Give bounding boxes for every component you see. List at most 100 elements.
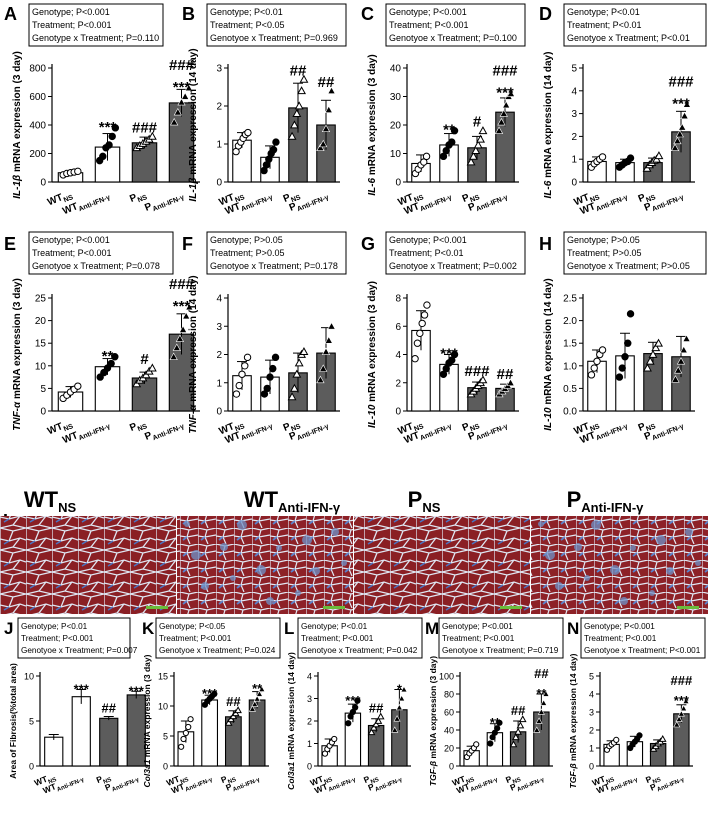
data-point [675, 715, 683, 722]
y-tick-label: 20 [390, 121, 402, 132]
data-point [299, 347, 309, 356]
data-point [292, 108, 302, 117]
data-point [516, 721, 525, 729]
significance-mark: *** [173, 79, 191, 96]
y-tick-label: 10 [24, 672, 34, 682]
data-point [413, 339, 422, 347]
data-point [670, 143, 680, 151]
x-tick-label-main: WT [451, 773, 468, 788]
data-point [423, 301, 431, 309]
chart-panel-e: E Genotype; P<0.001 Treatment; P<0.001 Geno… [4, 231, 200, 446]
data-point [393, 715, 401, 722]
data-point [598, 153, 607, 161]
scale-bar [677, 606, 699, 609]
y-tick-label: 5 [571, 64, 577, 75]
collagen-stain [295, 590, 301, 596]
significance-mark: # [140, 351, 149, 368]
y-axis-label-text: mRNA expression (3 day) [367, 281, 378, 405]
bar [44, 736, 64, 767]
histology-group-label: PNS [408, 487, 441, 515]
data-point [324, 336, 333, 344]
data-point [677, 710, 685, 717]
x-tick-label-sub: Anti-IFN-γ [656, 777, 685, 794]
y-tick-label: 10 [390, 149, 402, 160]
data-point [241, 362, 249, 370]
significance-mark: ### [169, 57, 195, 74]
y-tick-label: 5 [589, 672, 594, 682]
x-tick-label: PAnti-IFN-γ [509, 770, 546, 795]
data-point [466, 157, 476, 166]
data-point [487, 740, 494, 747]
significance-mark: *** [672, 95, 690, 112]
data-point [238, 370, 246, 378]
x-tick-label: PAnti-IFN-γ [467, 189, 509, 216]
data-point [680, 111, 689, 120]
y-tick-label: 200 [29, 149, 46, 160]
stats-line: Treatment; P<0.01 [389, 248, 463, 258]
data-point [372, 720, 380, 728]
histology-image [0, 516, 176, 614]
histology-group-label: WTNS [24, 487, 77, 515]
x-tick-label-main: WT [170, 781, 187, 796]
x-tick-label: PNS [362, 771, 380, 788]
collagen-stain [685, 528, 693, 536]
x-tick-label-sub: Anti-IFN-γ [470, 777, 499, 794]
collagen-stain [341, 560, 347, 566]
y-tick-label: 0 [589, 762, 594, 772]
y-tick-label: 15 [35, 339, 47, 350]
x-tick-label-sub: NS [290, 194, 302, 204]
x-tick-label-sub: Anti-IFN-γ [296, 194, 330, 213]
collagen-stain [649, 590, 655, 596]
data-point [613, 736, 620, 744]
y-axis-label: TNF-α mRNA expression (14 day) [188, 275, 199, 433]
panel-label: F [182, 234, 193, 254]
y-tick-label: 800 [29, 64, 46, 75]
x-tick-label-main: P [224, 781, 233, 793]
significance-mark: # [473, 114, 482, 131]
x-tick-label-main: P [143, 430, 154, 443]
x-tick-label-sub: NS [413, 194, 425, 204]
data-point [107, 359, 115, 368]
x-tick-label-main: WT [46, 421, 65, 437]
x-tick-label-main: WT [579, 430, 598, 446]
x-tick-label-main: WT [61, 430, 80, 446]
significance-mark: *** [202, 686, 218, 701]
data-point [319, 364, 328, 372]
data-point [448, 138, 456, 146]
x-tick-label-main: P [504, 774, 513, 786]
y-axis-label-text: mRNA expression (3 day) [12, 51, 23, 175]
data-point [321, 347, 331, 355]
x-tick-label-main: P [467, 201, 478, 214]
x-tick-label-sub: Anti-IFN-γ [240, 423, 274, 442]
data-point [258, 685, 266, 692]
scale-bar [323, 606, 345, 609]
data-point [537, 708, 545, 715]
x-tick-label: PNS [219, 771, 237, 788]
data-point [676, 357, 686, 365]
stats-line: Genotype; P<0.01 [21, 622, 88, 631]
data-point [648, 349, 658, 358]
x-tick-label-main: WT [165, 773, 182, 788]
y-tick-label: 2 [589, 726, 594, 736]
y-tick-label: 5 [29, 717, 34, 727]
data-point [675, 129, 684, 138]
stats-line: Genotyoe x Treatment; P=0.042 [301, 646, 418, 655]
x-tick-label-main: WT [579, 201, 598, 217]
data-point [182, 729, 189, 737]
stats-line: Genotyoe x Treatment; P<0.001 [584, 646, 701, 655]
data-point [473, 140, 483, 149]
y-axis-label-gene: IL-1β [12, 175, 23, 199]
data-point [626, 154, 635, 162]
x-tick-label-sub: Anti-IFN-γ [595, 194, 629, 213]
significance-mark: ### [132, 119, 158, 136]
stats-line: Treatment; P>0.05 [567, 248, 641, 258]
stats-line: Genotype; P<0.001 [32, 7, 110, 17]
panel-label: H [539, 234, 552, 254]
bar [201, 699, 219, 767]
stats-line: Genotyoe x Treatment; P>0.05 [567, 261, 690, 271]
data-point [598, 346, 607, 354]
data-point [319, 139, 328, 148]
data-point [593, 357, 601, 365]
x-tick-label-main: P [367, 781, 376, 793]
y-tick-label: 4 [589, 690, 594, 700]
